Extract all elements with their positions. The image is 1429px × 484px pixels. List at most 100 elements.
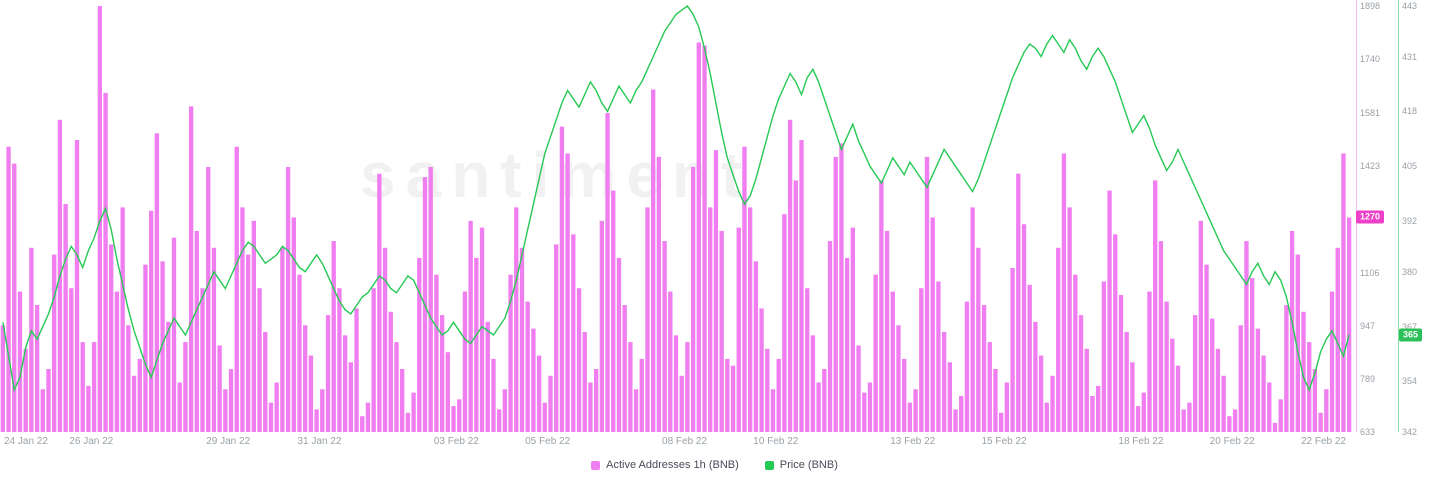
active-addresses-bar — [46, 369, 51, 432]
active-addresses-bar — [382, 247, 388, 432]
active-addresses-bar — [23, 348, 28, 432]
price-axis-tick-label: 405 — [1402, 161, 1418, 172]
active-addresses-bar — [514, 207, 519, 432]
active-addresses-bar — [730, 365, 736, 432]
price-axis-tick-label: 342 — [1402, 427, 1418, 437]
active-addresses-bar — [485, 321, 490, 432]
active-addresses-bar — [1278, 399, 1283, 432]
x-axis-tick-label: 05 Feb 22 — [525, 436, 571, 447]
active-addresses-bar — [1050, 375, 1055, 432]
active-addresses-bar — [856, 345, 861, 432]
active-addresses-bar — [1307, 342, 1312, 432]
active-addresses-bar — [251, 220, 257, 432]
active-addresses-bar — [708, 207, 713, 432]
active-addresses-bar — [325, 315, 331, 432]
active-addresses-bar — [462, 291, 468, 432]
active-addresses-bar — [1175, 365, 1181, 432]
active-addresses-bar — [160, 261, 165, 432]
active-addresses-bar — [736, 227, 741, 432]
legend-item-price[interactable]: Price (BNB) — [764, 459, 838, 471]
active-addresses-bar — [405, 412, 411, 432]
active-addresses-bar — [611, 190, 616, 432]
x-axis-tick-label: 24 Jan 22 — [4, 436, 48, 447]
active-addresses-bar — [953, 409, 958, 432]
active-addresses-bar — [565, 153, 570, 432]
active-addresses-bar — [605, 113, 610, 432]
active-addresses-bar — [12, 163, 17, 432]
chart-plot[interactable] — [0, 0, 1352, 432]
active-addresses-bar — [930, 217, 935, 432]
x-axis-tick-label: 08 Feb 22 — [662, 436, 708, 447]
x-axis-tick-label: 03 Feb 22 — [433, 436, 479, 447]
active-addresses-bar — [342, 335, 348, 432]
active-addresses-bar — [719, 230, 724, 432]
active-addresses-bar — [1324, 389, 1329, 432]
active-addresses-bar — [690, 166, 696, 432]
active-addresses-bar — [200, 288, 205, 432]
active-addresses-bar — [411, 392, 416, 432]
active-addresses-bar — [873, 274, 878, 432]
active-addresses-bar — [17, 291, 23, 432]
active-addresses-bar — [1170, 338, 1175, 432]
active-addresses-bar — [303, 325, 308, 432]
active-addresses-bar — [388, 311, 393, 432]
active-addresses-bar — [223, 389, 228, 432]
active-addresses-bar — [274, 382, 279, 432]
active-addresses-bar — [941, 331, 947, 432]
active-addresses-bar — [542, 402, 547, 432]
active-addresses-bar — [80, 342, 85, 432]
active-addresses-bar — [1033, 321, 1038, 432]
price-axis-tick-label: 431 — [1402, 51, 1418, 62]
active-addresses-bar — [742, 146, 747, 432]
active-addresses-bar — [1090, 395, 1095, 432]
active-addresses-bar — [1329, 291, 1335, 432]
active-addresses-bar — [360, 416, 365, 432]
active-addresses-bar — [114, 291, 120, 432]
active-addresses-bar — [833, 156, 838, 432]
active-addresses-bar — [867, 382, 873, 432]
active-addresses-bar — [536, 355, 542, 432]
active-addresses-bar — [651, 89, 656, 432]
active-addresses-bar — [91, 342, 97, 432]
active-addresses-bar — [1204, 264, 1209, 432]
active-addresses-bar — [519, 247, 525, 432]
bar-axis-tick-label: 1581 — [1360, 107, 1381, 118]
active-addresses-bar — [1141, 392, 1146, 432]
price-axis-tick-label: 354 — [1402, 376, 1418, 387]
price-current-value-badge: 365 — [1399, 328, 1423, 342]
x-axis-tick-label: 22 Feb 22 — [1300, 436, 1346, 447]
active-addresses-bar — [1113, 234, 1118, 432]
active-addresses-bar — [850, 227, 856, 432]
active-addresses-bar — [770, 389, 776, 432]
active-addresses-bar — [936, 281, 941, 432]
active-addresses-bar — [1301, 311, 1306, 432]
active-addresses-bar — [154, 133, 160, 432]
legend-item-active-addresses[interactable]: Active Addresses 1h (BNB) — [591, 459, 739, 471]
active-addresses-bar — [240, 207, 245, 432]
active-addresses-bar — [52, 254, 57, 432]
active-addresses-bar — [171, 237, 177, 432]
active-addresses-bar — [86, 385, 91, 432]
x-axis-tick-label: 10 Feb 22 — [753, 436, 799, 447]
price-axis-tick-label: 443 — [1402, 1, 1418, 11]
active-addresses-bar — [502, 389, 508, 432]
active-addresses-bar — [206, 166, 211, 432]
active-addresses-bar — [1335, 247, 1340, 432]
bar-axis-tick-label: 1423 — [1360, 160, 1381, 171]
x-axis-tick-label: 20 Feb 22 — [1209, 436, 1255, 447]
active-addresses-bar — [69, 288, 74, 432]
x-axis-tick-label: 29 Jan 22 — [206, 436, 251, 447]
active-addresses-bar — [1261, 355, 1266, 432]
active-addresses-bar — [228, 369, 234, 432]
active-addresses-bar — [1135, 406, 1141, 432]
active-addresses-bar — [879, 180, 884, 432]
active-addresses-bar — [959, 395, 964, 432]
active-addresses-bar — [827, 241, 833, 432]
active-addresses-bar — [126, 325, 131, 432]
active-addresses-bar — [702, 45, 707, 432]
active-addresses-bar — [1158, 241, 1164, 432]
x-axis-tick-label: 15 Feb 22 — [981, 436, 1027, 447]
active-addresses-bar — [365, 402, 371, 432]
active-addresses-bar — [394, 342, 399, 432]
